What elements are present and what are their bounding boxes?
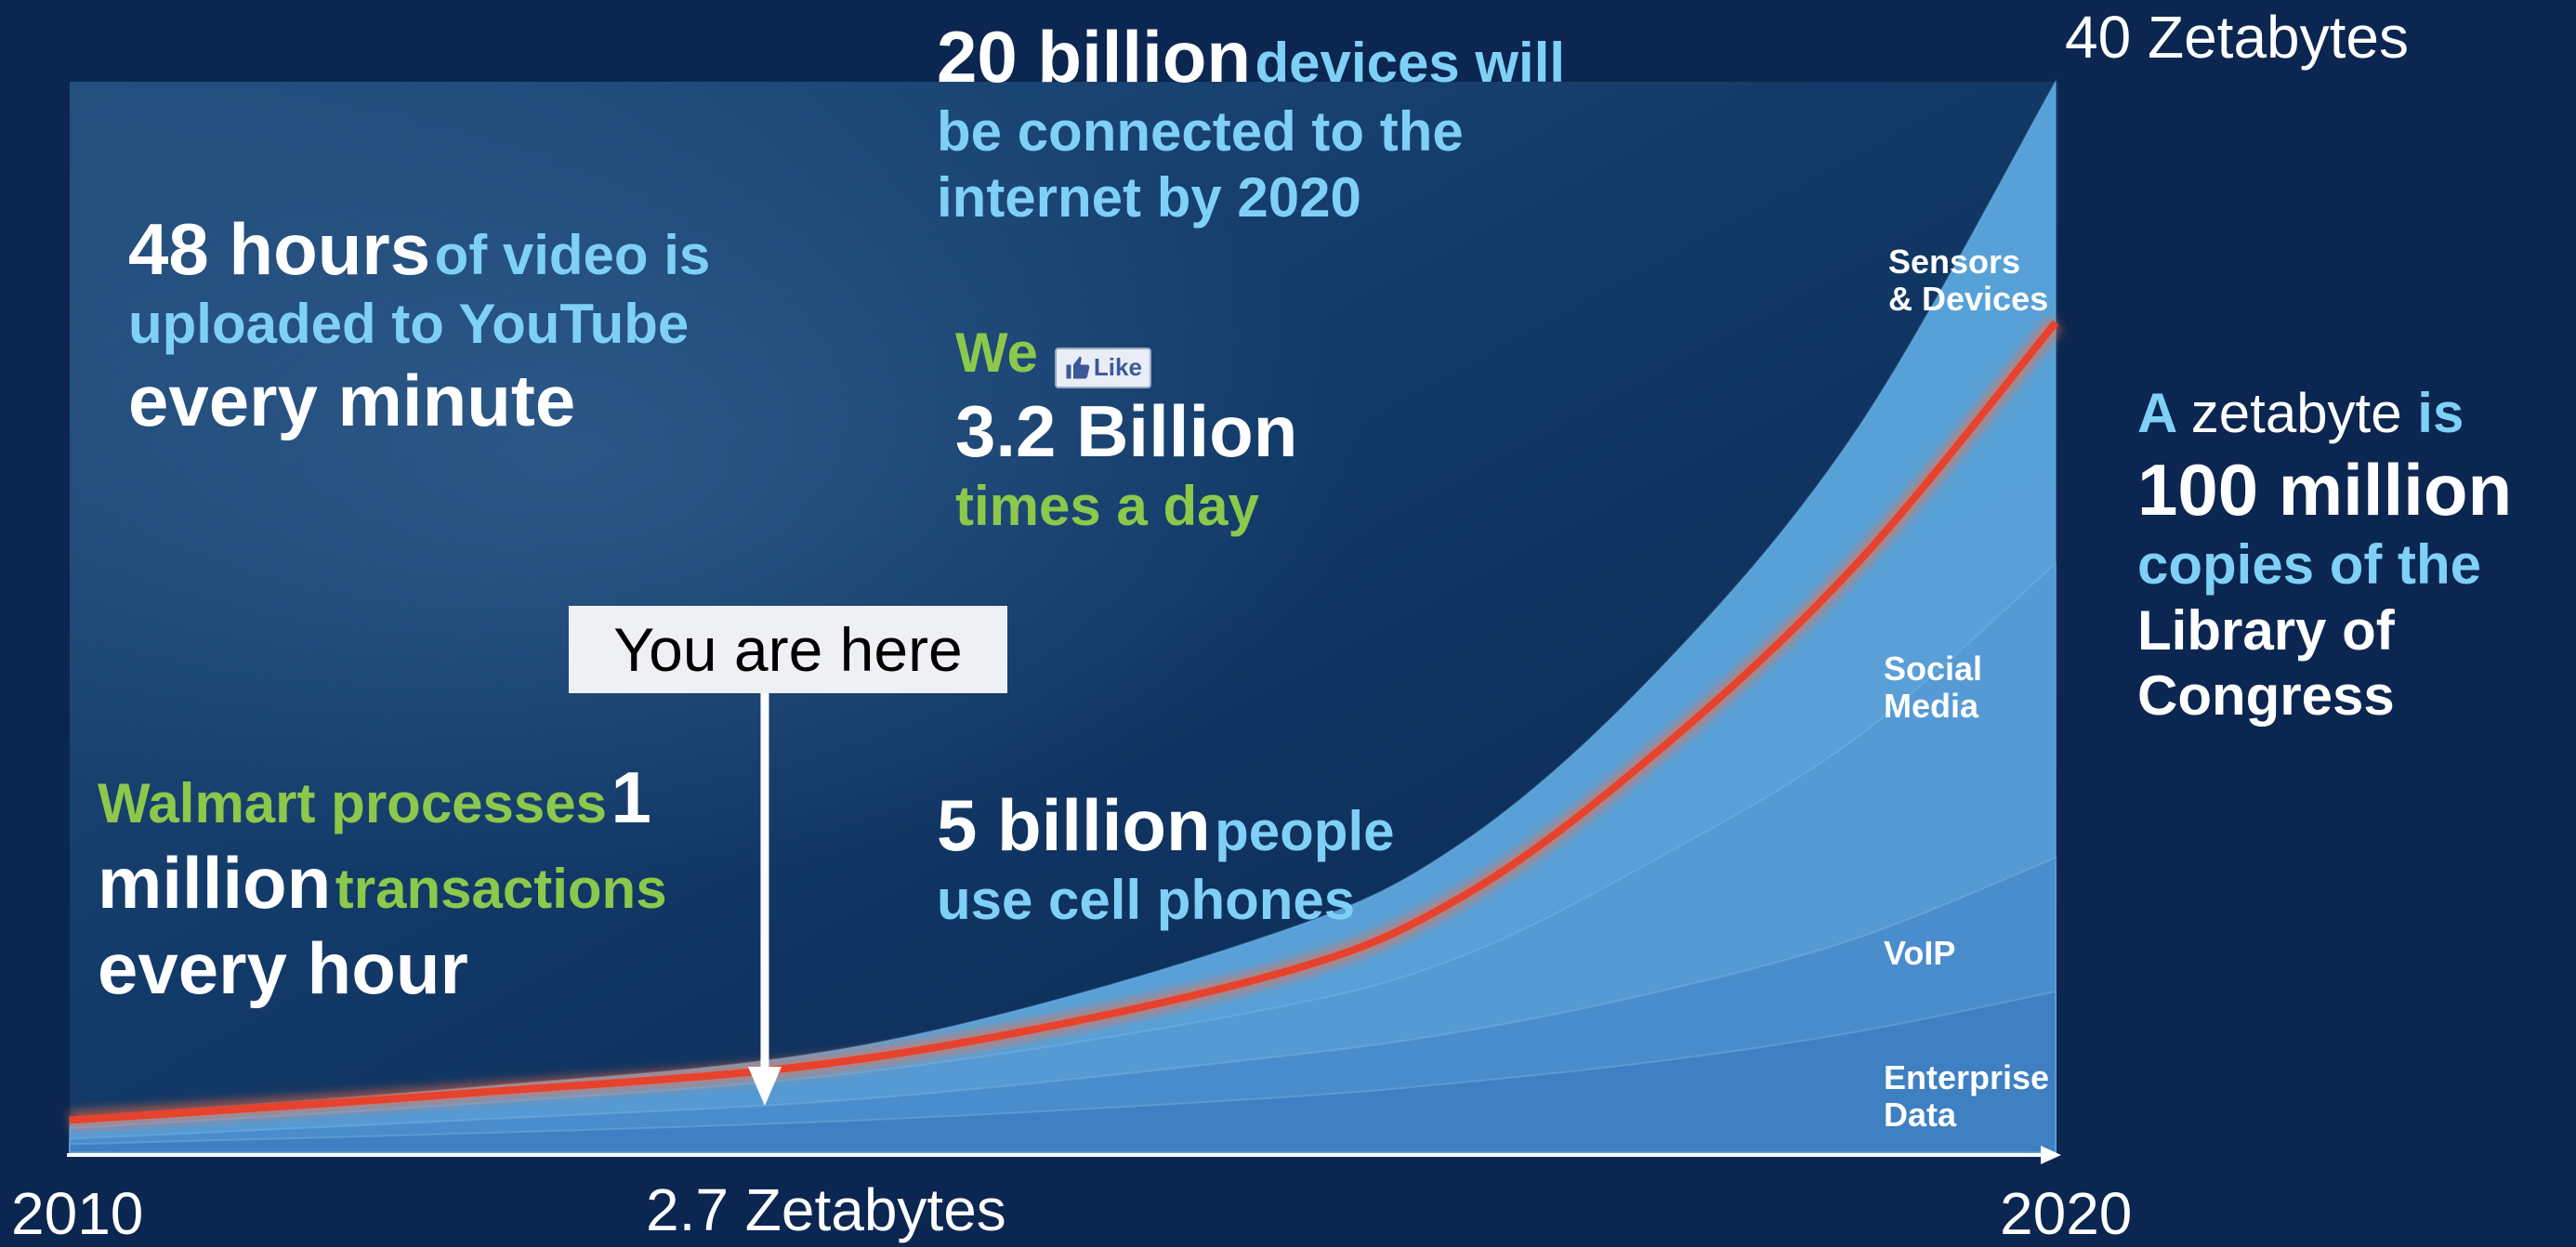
zettabyte-a: A: [2137, 382, 2176, 444]
zettabyte-detail-3: Congress: [2137, 664, 2395, 728]
fact-walmart: Walmart processes 1 million transactions…: [98, 755, 667, 1011]
series-label-voip: VoIP: [1884, 934, 1956, 972]
series-label-enterprise: Enterprise Data: [1884, 1059, 2049, 1133]
series-label-social: Social Media: [1884, 650, 1982, 724]
start-value-label: 2.7 Zetabytes: [646, 1176, 1006, 1243]
end-value-label: 40 Zetabytes: [2065, 4, 2409, 71]
fact-devices: 20 billion devices will be connected to …: [937, 14, 1727, 231]
area-series-enterprise-data: [69, 990, 2057, 1153]
zettabyte-detail-2: Library of: [2137, 598, 2395, 662]
growth-curve-group: [69, 316, 2063, 1130]
walmart-detail-2: transactions: [335, 858, 667, 921]
like-detail: times a day: [955, 474, 1259, 537]
zettabyte-headline: 100 million: [2137, 448, 2513, 531]
fact-zettabyte: A zetabyte is 100 million copies of the …: [2137, 381, 2512, 729]
fact-like: We Like 3.2 Billion times a day: [955, 321, 1297, 540]
x-axis-arrow-head: [2041, 1146, 2061, 1164]
youtube-frequency: every minute: [128, 359, 576, 441]
x-tick-label-start: 2010: [11, 1180, 144, 1247]
zettabyte-detail: copies of the: [2137, 532, 2482, 596]
walmart-detail: Walmart processes: [98, 772, 608, 834]
series-label-sensors: Sensors & Devices: [1888, 243, 2048, 317]
fact-youtube: 48 hours of video is uploaded to YouTube…: [128, 206, 710, 443]
like-button-label: Like: [1093, 352, 1142, 381]
series-label-enterprise-line1: Enterprise: [1884, 1058, 2050, 1096]
thumbs-up-icon: [1066, 356, 1090, 379]
devices-detail-2: be connected to the: [937, 100, 1464, 164]
phones-headline: 5 billion: [937, 784, 1211, 866]
youtube-detail: of video is: [434, 224, 711, 286]
you-are-here-label: You are here: [569, 606, 1007, 693]
series-label-social-line2: Media: [1884, 686, 1979, 725]
walmart-headline: million: [98, 842, 332, 925]
youtube-detail-2: uploaded to YouTube: [128, 293, 690, 356]
you-are-here-pointer-head: [747, 1067, 782, 1106]
x-tick-label-end: 2020: [2000, 1180, 2133, 1247]
like-headline: 3.2 Billion: [955, 389, 1298, 472]
devices-detail-3: internet by 2020: [937, 165, 1361, 229]
like-we: We: [955, 322, 1038, 384]
phones-detail-2: use cell phones: [937, 869, 1356, 932]
fact-phones: 5 billion people use cell phones: [937, 782, 1394, 934]
area-series-social-media: [69, 561, 2057, 1153]
series-label-sensors-line1: Sensors: [1888, 243, 2021, 281]
like-button: Like: [1054, 347, 1151, 388]
series-label-enterprise-line2: Data: [1884, 1095, 1957, 1134]
youtube-headline: 48 hours: [128, 208, 431, 290]
walmart-frequency: every hour: [98, 927, 468, 1010]
growth-curve-line: [69, 320, 2059, 1124]
zettabyte-is: is: [2417, 382, 2464, 444]
walmart-number: 1: [611, 756, 651, 838]
devices-headline: 20 billion: [937, 16, 1252, 98]
phones-detail: people: [1215, 800, 1395, 862]
zettabyte-word: zetabyte: [2190, 382, 2402, 444]
series-label-social-line1: Social: [1884, 650, 1983, 688]
series-label-sensors-line2: & Devices: [1888, 279, 2049, 318]
devices-detail: devices will: [1255, 32, 1566, 94]
